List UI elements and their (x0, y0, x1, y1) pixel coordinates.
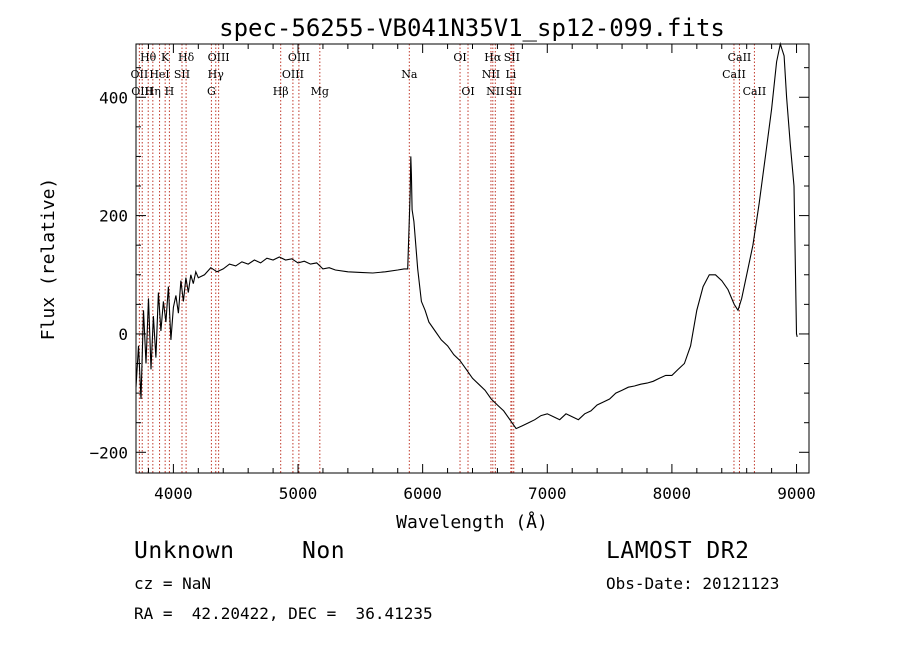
spectral-line-label: Hη (145, 85, 161, 98)
spectral-line-markers (138, 44, 755, 473)
spectral-line-label: CaII (728, 51, 752, 64)
spectral-line-label: Hγ (208, 68, 225, 81)
coords-text: RA = 42.20422, DEC = 36.41235 (134, 604, 433, 623)
redshift-text: cz = NaN (134, 574, 212, 593)
x-tick-label: 6000 (403, 484, 442, 503)
spectral-line-label: OIII (288, 51, 310, 64)
spectral-line-label: OIII (131, 85, 153, 98)
obs-date-text: Obs-Date: 20121123 (606, 574, 780, 593)
x-tick-label: 5000 (279, 484, 318, 503)
y-tick-label: 200 (99, 207, 128, 226)
chart-title: spec-56255-VB041N35V1_sp12-099.fits (219, 14, 725, 42)
x-tick-label: 9000 (777, 484, 816, 503)
plot-frame (135, 43, 810, 474)
spectral-line-label: Hβ (273, 85, 289, 98)
survey-name: LAMOST DR2 (606, 538, 750, 564)
flux-series-line (135, 41, 798, 430)
spectral-line-label: NII (482, 68, 500, 81)
spectral-line-label: Hα (484, 51, 502, 64)
spectral-line-label: SII (504, 51, 520, 64)
spectral-line-label: OIII (282, 68, 304, 81)
y-axis-label: Flux (relative) (38, 178, 59, 341)
spectral-line-label: OI (461, 85, 474, 98)
y-tick-label: 0 (118, 325, 128, 344)
y-tick-label: 400 (99, 88, 128, 107)
x-axis-ticks: 4000 5000 6000 7000 8000 9000 (147, 44, 816, 503)
spectral-line-label: Hθ (140, 51, 157, 64)
x-axis-label: Wavelength (Å) (396, 511, 548, 533)
x-tick-label: 8000 (653, 484, 692, 503)
spectral-line-label: H (165, 85, 175, 98)
spectral-line-label: CaII (743, 85, 767, 98)
y-tick-label: −200 (89, 443, 128, 462)
spectral-line-label: Li (505, 68, 516, 81)
spectral-line-label: OI (453, 51, 466, 64)
spectral-line-label: OIII (208, 51, 230, 64)
spectral-line-label: HeI (149, 68, 169, 81)
y-axis-ticks: −200 0 200 400 (89, 67, 809, 462)
spectral-line-label: SII (506, 85, 522, 98)
spectral-line-label: CaII (722, 68, 746, 81)
spectral-line-label: NII (486, 85, 504, 98)
spectral-line-label: OII (131, 68, 149, 81)
spectral-line-label: Mg (311, 85, 329, 98)
spectral-line-label: Na (401, 68, 418, 81)
spectral-line-label: K (161, 51, 170, 64)
spectral-line-label: SII (174, 68, 190, 81)
x-tick-label: 4000 (154, 484, 193, 503)
spectrum-chart: spec-56255-VB041N35V1_sp12-099.fits Hθ K H… (38, 14, 816, 533)
spectral-line-label: G (207, 85, 216, 98)
object-subclass: Non (302, 538, 346, 564)
x-tick-label: 7000 (528, 484, 567, 503)
spectral-line-label: Hδ (178, 51, 195, 64)
object-class: Unknown (134, 538, 235, 564)
